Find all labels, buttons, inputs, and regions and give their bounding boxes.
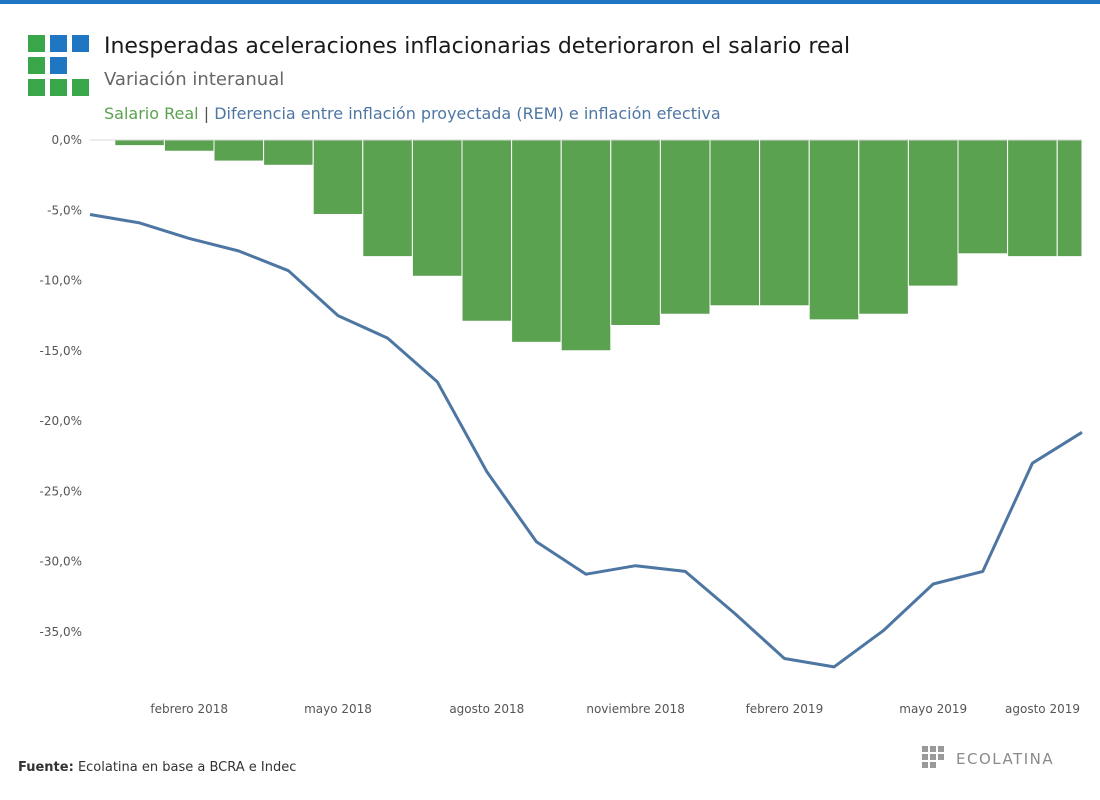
x-tick-label: mayo 2019 [899, 702, 967, 716]
salario-real-bar [511, 139, 562, 343]
salario-real-bar [312, 139, 364, 215]
legend-separator: | [203, 104, 210, 123]
salario-real-bar [362, 139, 413, 258]
logo-cell [50, 79, 67, 96]
salario-real-bar [957, 139, 1009, 255]
diferencia-line-group [89, 213, 1083, 669]
salario-real-bar [907, 139, 959, 287]
salario-real-bar [808, 139, 860, 321]
y-tick-label: -5,0% [47, 203, 82, 217]
logo-cell [72, 35, 89, 52]
source-note: Fuente: Ecolatina en base a BCRA e Indec [18, 760, 296, 775]
x-tick-label: noviembre 2018 [586, 702, 684, 716]
logo-cell [50, 57, 67, 74]
source-text: Ecolatina en base a BCRA e Indec [77, 760, 297, 775]
y-tick-label: -25,0% [40, 484, 82, 498]
chart-area: 0,0% -5,0% -10,0% -15,0% -20,0% -25,0% -30,0% -… [40, 133, 1083, 716]
salario-real-bar [114, 139, 165, 147]
legend: Salario Real | Diferencia entre inflació… [104, 104, 721, 123]
y-tick-label: -20,0% [40, 414, 82, 428]
salario-real-bars [90, 139, 1083, 352]
y-axis: 0,0% -5,0% -10,0% -15,0% -20,0% -25,0% -30,0% -… [40, 133, 82, 639]
logo-cell [28, 79, 45, 96]
salario-real-bar [759, 139, 810, 307]
salario-real-bar [709, 139, 761, 307]
y-tick-label: -35,0% [40, 625, 82, 639]
logo-cell [50, 35, 67, 52]
x-tick-label: febrero 2018 [150, 702, 228, 716]
diferencia-line [89, 213, 1083, 669]
x-tick-label: agosto 2019 [1005, 702, 1080, 716]
salario-real-bar [163, 139, 215, 152]
salario-real-bar [1007, 139, 1058, 258]
logo-cell [72, 79, 89, 96]
chart-subtitle: Variación interanual [104, 69, 285, 90]
legend-salario-real: Salario Real [104, 104, 199, 123]
source-label: Fuente: [18, 760, 74, 775]
salario-real-bar [610, 139, 661, 326]
y-tick-label: 0,0% [52, 133, 83, 147]
salario-real-bar [560, 139, 612, 352]
y-tick-label: -15,0% [40, 344, 82, 358]
logo-cell [28, 35, 45, 52]
x-tick-label: febrero 2019 [746, 702, 824, 716]
y-tick-label: -10,0% [40, 274, 82, 288]
logo-cell [28, 57, 45, 74]
legend-diferencia: Diferencia entre inflación proyectada (R… [214, 104, 721, 123]
salario-real-bar [411, 139, 463, 277]
brand-grid-icon [922, 746, 948, 772]
salario-real-bar [461, 139, 513, 322]
salario-real-bar [213, 139, 265, 162]
y-tick-label: -30,0% [40, 555, 82, 569]
x-tick-label: mayo 2018 [304, 702, 372, 716]
salario-real-bar [659, 139, 711, 315]
x-axis: febrero 2018 mayo 2018 agosto 2018 noviembr… [150, 702, 1080, 716]
logo-icon [28, 35, 90, 97]
salario-real-bar [263, 139, 314, 166]
salario-real-bar [1056, 139, 1083, 258]
salario-real-bar [858, 139, 909, 315]
brand-name: ECOLATINA [956, 750, 1055, 768]
chart-title: Inesperadas aceleraciones inflacionarias… [104, 34, 851, 59]
top-accent-bar [0, 0, 1100, 4]
x-tick-label: agosto 2018 [449, 702, 524, 716]
